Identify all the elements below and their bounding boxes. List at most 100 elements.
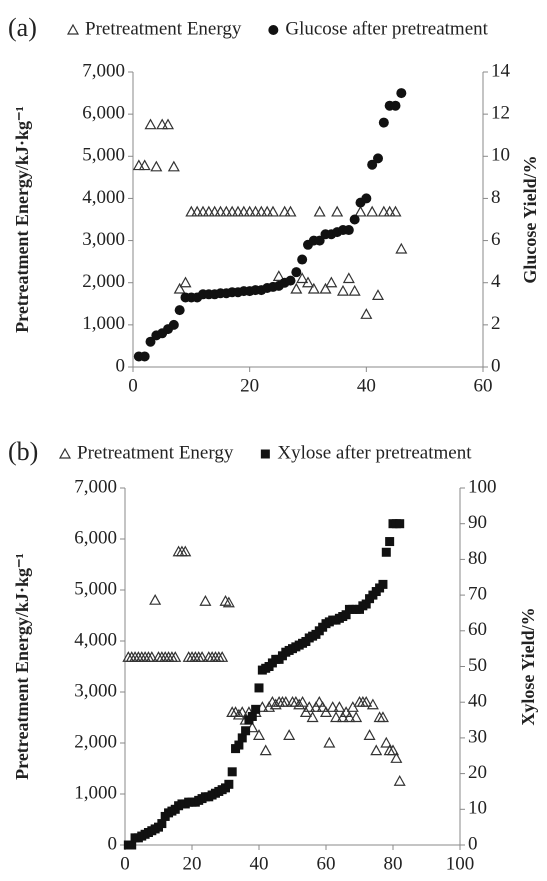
triangle-marker	[290, 282, 303, 294]
y2-tick-label: 50	[468, 655, 487, 676]
triangle-marker	[366, 698, 379, 710]
triangle-marker	[389, 205, 402, 217]
square-marker	[254, 683, 264, 693]
y-tick-label: 2,000	[82, 271, 125, 292]
triangle-marker	[313, 205, 326, 217]
triangle-marker	[370, 744, 383, 756]
y2-tick-label: 14	[491, 60, 511, 81]
triangle-marker	[214, 205, 227, 217]
triangle-marker	[266, 205, 280, 217]
x-tick-label: 20	[183, 853, 202, 874]
triangle-marker	[383, 205, 396, 217]
triangle-marker	[284, 205, 297, 217]
square-marker	[385, 537, 395, 547]
square-marker	[395, 519, 405, 529]
y2-tick-label: 10	[491, 145, 510, 166]
triangle-marker	[342, 272, 355, 284]
y-tick-label: 6,000	[74, 527, 117, 548]
triangle-marker	[232, 708, 245, 720]
y2-axis-title: Xylose Yield/%	[518, 607, 538, 725]
triangle-marker	[196, 205, 210, 217]
circle-marker	[291, 267, 302, 278]
triangle-marker	[340, 706, 353, 717]
square-marker	[157, 819, 167, 829]
y2-tick-label: 8	[491, 187, 501, 208]
triangle-marker	[325, 276, 338, 288]
y-tick-label: 4,000	[82, 187, 125, 208]
triangle-marker	[316, 701, 329, 712]
y-tick-label: 5,000	[82, 145, 125, 166]
square-marker	[127, 840, 137, 850]
triangle-marker	[350, 711, 363, 723]
y-tick-label: 5,000	[74, 578, 117, 599]
triangle-marker	[279, 695, 292, 707]
square-marker	[241, 726, 251, 736]
triangle-marker	[395, 242, 408, 254]
triangle-marker	[259, 744, 272, 756]
circle-marker	[314, 235, 325, 246]
y2-tick-label: 80	[468, 548, 487, 569]
circle-marker	[349, 214, 360, 225]
triangle-marker	[161, 118, 175, 130]
y-tick-label: 3,000	[82, 229, 125, 250]
circle-marker	[390, 100, 401, 111]
triangle-marker	[196, 651, 209, 662]
triangle-marker	[145, 651, 158, 662]
square-marker	[341, 610, 351, 620]
circle-marker	[361, 193, 372, 204]
circle-marker	[268, 25, 279, 35]
triangle-marker	[202, 205, 215, 217]
triangle-marker	[343, 711, 356, 723]
triangle-marker	[243, 205, 256, 217]
triangle-marker	[303, 701, 316, 712]
triangle-marker	[185, 205, 198, 217]
y2-axis-title: Glucose Yield/%	[520, 155, 540, 283]
x-tick-label: 0	[120, 853, 130, 874]
triangle-marker	[66, 23, 80, 35]
triangle-marker	[306, 711, 319, 723]
y2-tick-label: 20	[468, 762, 487, 783]
circle-marker	[285, 275, 296, 286]
y-tick-label: 1,000	[74, 782, 117, 803]
legend-label: Pretreatment Energy	[85, 18, 242, 39]
triangle-marker	[319, 706, 333, 717]
triangle-marker	[296, 272, 309, 284]
y-tick-label: 2,000	[74, 731, 117, 752]
triangle-marker	[191, 205, 204, 217]
triangle-marker	[138, 159, 151, 171]
square-marker	[237, 733, 247, 743]
circle-marker	[145, 336, 156, 347]
triangle-marker	[307, 282, 320, 294]
triangle-marker	[330, 711, 343, 723]
y2-tick-label: 30	[468, 726, 487, 747]
triangle-marker	[252, 729, 266, 740]
panel: (a) Pretreatment Energy Glucose after pret…	[8, 13, 540, 396]
triangle-marker	[348, 284, 361, 296]
x-tick-label: 60	[474, 375, 493, 396]
square-marker	[378, 579, 388, 589]
triangle-marker	[169, 651, 182, 662]
y-tick-label: 1,000	[82, 313, 125, 334]
triangle-marker	[231, 205, 245, 217]
triangle-marker	[208, 205, 221, 217]
x-tick-label: 20	[240, 375, 259, 396]
triangle-marker	[296, 695, 309, 707]
circle-marker	[174, 305, 185, 316]
y-tick-label: 7,000	[82, 60, 125, 81]
triangle-marker	[336, 284, 350, 296]
triangle-marker	[363, 729, 376, 740]
square-marker	[247, 711, 257, 721]
y-tick-label: 6,000	[82, 103, 125, 124]
triangle-marker	[179, 545, 192, 557]
x-tick-label: 0	[128, 375, 138, 396]
y2-tick-label: 12	[491, 103, 510, 124]
triangle-marker	[173, 282, 186, 294]
circle-marker	[343, 225, 354, 236]
y2-tick-label: 10	[468, 798, 487, 819]
triangle-marker	[326, 701, 339, 712]
triangle-marker	[199, 594, 212, 606]
y-tick-label: 0	[108, 833, 118, 854]
triangle-marker	[179, 276, 192, 288]
y-tick-label: 0	[116, 355, 126, 376]
